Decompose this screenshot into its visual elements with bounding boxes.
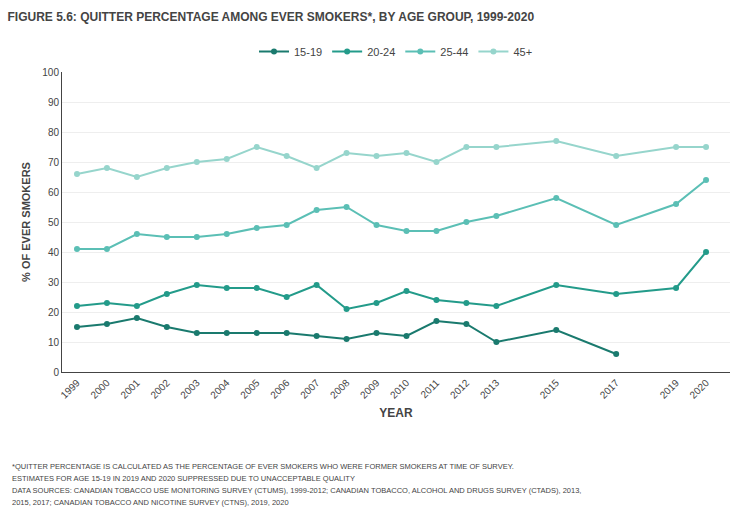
svg-text:2011: 2011: [418, 377, 441, 400]
svg-text:2013: 2013: [478, 377, 502, 401]
svg-text:% OF EVER SMOKERS: % OF EVER SMOKERS: [20, 162, 32, 282]
svg-text:50: 50: [48, 217, 60, 228]
svg-text:*QUITTER PERCENTAGE IS CALCULA: *QUITTER PERCENTAGE IS CALCULATED AS THE…: [12, 462, 514, 471]
svg-text:45+: 45+: [513, 46, 532, 58]
svg-text:1999: 1999: [58, 377, 82, 401]
svg-text:80: 80: [48, 127, 60, 138]
svg-text:YEAR: YEAR: [379, 406, 413, 420]
svg-text:100: 100: [42, 67, 59, 78]
svg-text:2000: 2000: [88, 377, 112, 401]
svg-text:2015, 2017; CANADIAN TOBACCO A: 2015, 2017; CANADIAN TOBACCO AND NICOTIN…: [12, 498, 289, 507]
svg-text:0: 0: [53, 367, 59, 378]
svg-text:90: 90: [48, 97, 60, 108]
svg-text:2015: 2015: [538, 377, 562, 401]
svg-text:60: 60: [48, 187, 60, 198]
svg-text:70: 70: [48, 157, 60, 168]
svg-text:FIGURE 5.6: QUITTER PERCENTAGE: FIGURE 5.6: QUITTER PERCENTAGE AMONG EVE…: [8, 10, 535, 24]
svg-text:2007: 2007: [298, 377, 322, 401]
svg-text:20: 20: [48, 307, 60, 318]
svg-text:ESTIMATES FOR AGE 15-19 IN 201: ESTIMATES FOR AGE 15-19 IN 2019 AND 2020…: [12, 474, 355, 483]
svg-text:2010: 2010: [388, 377, 412, 401]
svg-text:20-24: 20-24: [367, 46, 395, 58]
svg-text:2019: 2019: [658, 377, 682, 401]
svg-text:2006: 2006: [268, 377, 292, 401]
svg-text:2002: 2002: [148, 377, 172, 401]
svg-text:2005: 2005: [238, 377, 262, 401]
svg-text:2001: 2001: [118, 377, 142, 401]
svg-text:30: 30: [48, 277, 60, 288]
svg-text:40: 40: [48, 247, 60, 258]
svg-text:2004: 2004: [208, 377, 232, 401]
svg-text:10: 10: [48, 337, 60, 348]
svg-text:DATA SOURCES: CANADIAN TOBACCO: DATA SOURCES: CANADIAN TOBACCO USE MONIT…: [12, 486, 581, 495]
svg-text:2003: 2003: [178, 377, 202, 401]
svg-text:25-44: 25-44: [440, 46, 468, 58]
svg-text:2020: 2020: [687, 377, 711, 401]
svg-text:2017: 2017: [598, 377, 622, 401]
svg-text:2009: 2009: [358, 377, 382, 401]
svg-text:15-19: 15-19: [294, 46, 322, 58]
svg-text:2012: 2012: [448, 377, 472, 401]
svg-text:2008: 2008: [328, 377, 352, 401]
